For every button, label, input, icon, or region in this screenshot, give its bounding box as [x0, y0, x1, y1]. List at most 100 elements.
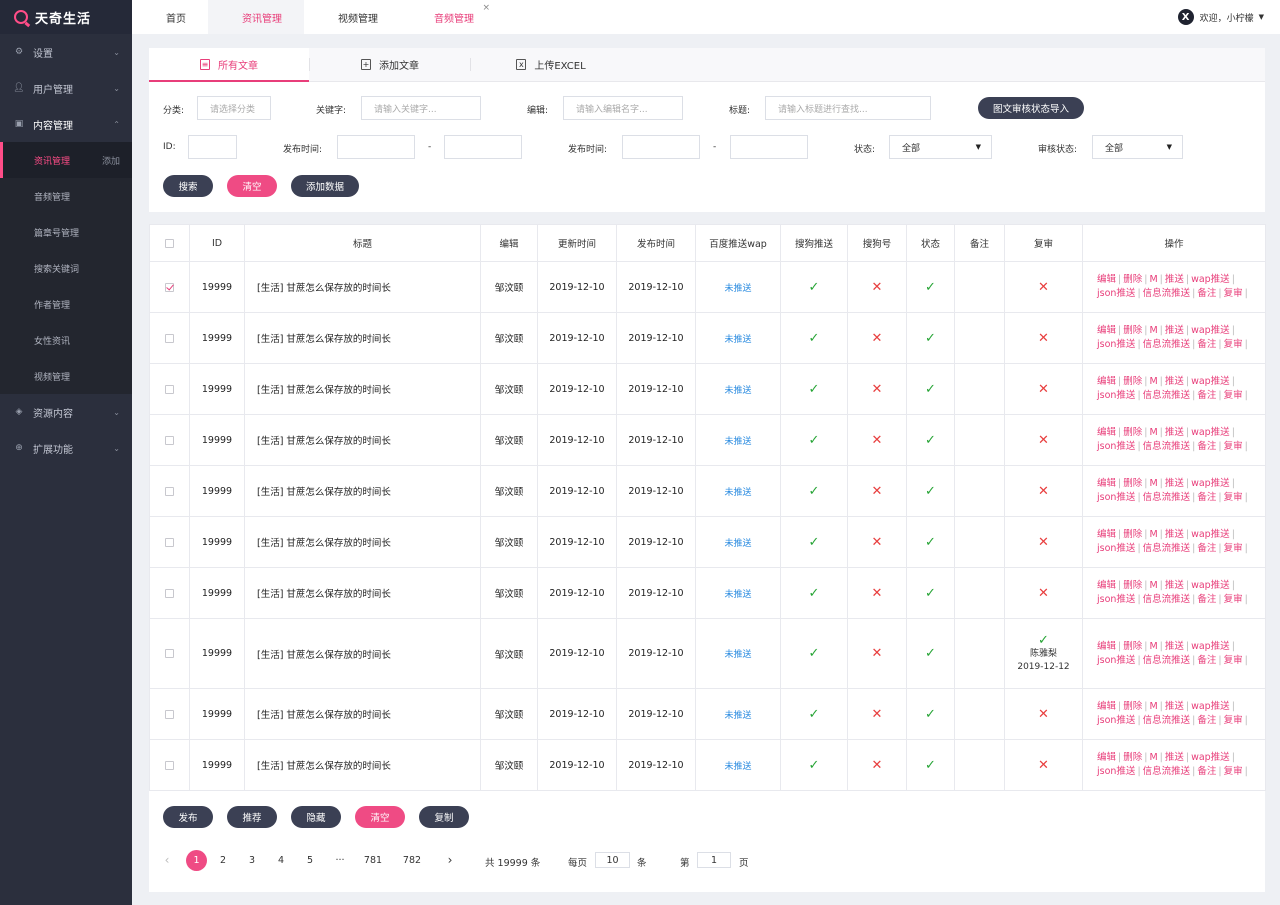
row-select-cell[interactable]: [149, 516, 190, 568]
row-select-cell[interactable]: [149, 363, 190, 415]
category-select[interactable]: 请选择分类: [197, 96, 271, 120]
baidu-push-status[interactable]: 未推送: [724, 710, 752, 721]
row-action-link[interactable]: 备注: [1197, 654, 1217, 666]
row-select-cell[interactable]: [149, 688, 190, 740]
baidu-push-status[interactable]: 未推送: [724, 761, 752, 772]
row-action-link[interactable]: json推送: [1097, 441, 1136, 452]
row-action-link[interactable]: 删除: [1123, 752, 1143, 763]
row-action-link[interactable]: M: [1149, 427, 1158, 438]
cell-title[interactable]: [生活] 甘蔗怎么保存放的时间长: [244, 312, 481, 364]
row-action-link[interactable]: M: [1149, 752, 1158, 763]
row-action-link[interactable]: 信息流推送: [1142, 390, 1191, 401]
table-row[interactable]: 19999 [生活] 甘蔗怎么保存放的时间长 邹汶颐 2019-12-10 2019-1…: [149, 414, 1266, 466]
row-action-link[interactable]: 编辑: [1097, 325, 1117, 336]
row-checkbox[interactable]: [165, 709, 174, 719]
row-action-link[interactable]: wap推送: [1191, 529, 1230, 540]
row-action-link[interactable]: 删除: [1123, 478, 1143, 489]
page-ellipsis[interactable]: ···: [335, 854, 345, 866]
row-action-link[interactable]: json推送: [1097, 543, 1136, 554]
select-all-checkbox[interactable]: [165, 238, 174, 248]
row-action-link[interactable]: 编辑: [1097, 640, 1117, 652]
baidu-push-status[interactable]: 未推送: [724, 538, 752, 549]
row-action-link[interactable]: 复审: [1223, 390, 1243, 401]
copy-button[interactable]: 复制: [419, 806, 469, 828]
title-input[interactable]: 请输入标题进行查找...: [765, 96, 931, 120]
baidu-push-status[interactable]: 未推送: [724, 487, 752, 498]
row-action-link[interactable]: 复审: [1223, 766, 1243, 777]
tab-home[interactable]: 首页: [132, 0, 208, 34]
row-action-link[interactable]: 删除: [1123, 529, 1143, 540]
table-row[interactable]: 19999 [生活] 甘蔗怎么保存放的时间长 邹汶颐 2019-12-10 2019-1…: [149, 363, 1266, 415]
table-row[interactable]: 19999 [生活] 甘蔗怎么保存放的时间长 邹汶颐 2019-12-10 2019-1…: [149, 465, 1266, 517]
row-action-link[interactable]: 删除: [1123, 325, 1143, 336]
row-action-link[interactable]: 编辑: [1097, 478, 1117, 489]
row-action-link[interactable]: json推送: [1097, 492, 1136, 503]
page-button[interactable]: 781: [363, 854, 383, 866]
publish-start-input-2[interactable]: [622, 135, 700, 159]
row-action-link[interactable]: 备注: [1197, 390, 1217, 401]
table-row[interactable]: 19999 [生活] 甘蔗怎么保存放的时间长 邹汶颐 2019-12-10 2019-1…: [149, 618, 1266, 689]
row-action-link[interactable]: 备注: [1197, 594, 1217, 605]
row-select-cell[interactable]: [149, 261, 190, 313]
sidebar-item-add-link[interactable]: 添加: [101, 156, 120, 167]
sidebar-group-content[interactable]: ▣ 内容管理 ⌃: [0, 106, 132, 142]
row-checkbox[interactable]: [165, 282, 174, 292]
row-action-link[interactable]: 复审: [1223, 654, 1243, 666]
clear-button[interactable]: 清空: [227, 175, 277, 197]
close-icon[interactable]: ×: [482, 3, 490, 13]
page-button[interactable]: 5: [306, 854, 314, 866]
row-action-link[interactable]: 推送: [1164, 701, 1184, 712]
row-action-link[interactable]: M: [1149, 376, 1158, 387]
row-action-link[interactable]: 推送: [1164, 376, 1184, 387]
baidu-push-status[interactable]: 未推送: [724, 589, 752, 600]
row-action-link[interactable]: 备注: [1197, 441, 1217, 452]
table-row[interactable]: 19999 [生活] 甘蔗怎么保存放的时间长 邹汶颐 2019-12-10 2019-1…: [149, 567, 1266, 619]
row-action-link[interactable]: 编辑: [1097, 427, 1117, 438]
table-row[interactable]: 19999 [生活] 甘蔗怎么保存放的时间长 邹汶颐 2019-12-10 2019-1…: [149, 261, 1266, 313]
row-action-link[interactable]: 备注: [1197, 492, 1217, 503]
page-button[interactable]: 3: [248, 854, 256, 866]
tab-news-management[interactable]: 资讯管理: [208, 0, 304, 34]
row-select-cell[interactable]: [149, 618, 190, 689]
publish-start-input[interactable]: [337, 135, 415, 159]
row-checkbox[interactable]: [165, 537, 174, 547]
recommend-button[interactable]: 推荐: [227, 806, 277, 828]
search-button[interactable]: 搜索: [163, 175, 213, 197]
baidu-push-status[interactable]: 未推送: [724, 334, 752, 345]
page-button[interactable]: 1: [186, 850, 207, 871]
row-action-link[interactable]: json推送: [1097, 594, 1136, 605]
row-action-link[interactable]: 信息流推送: [1142, 543, 1191, 554]
row-checkbox[interactable]: [165, 588, 174, 598]
cell-title[interactable]: [生活] 甘蔗怎么保存放的时间长: [244, 739, 481, 791]
row-action-link[interactable]: 推送: [1164, 325, 1184, 336]
publish-button[interactable]: 发布: [163, 806, 213, 828]
row-action-link[interactable]: M: [1149, 701, 1158, 712]
row-action-link[interactable]: M: [1149, 478, 1158, 489]
id-input[interactable]: [188, 135, 237, 159]
row-action-link[interactable]: 编辑: [1097, 701, 1117, 712]
row-action-link[interactable]: 信息流推送: [1142, 492, 1191, 503]
row-action-link[interactable]: 信息流推送: [1142, 339, 1191, 350]
row-checkbox[interactable]: [165, 435, 174, 445]
subtab-all-articles[interactable]: ≡ 所有文章: [149, 48, 309, 82]
row-action-link[interactable]: wap推送: [1191, 752, 1230, 763]
row-action-link[interactable]: 编辑: [1097, 580, 1117, 591]
row-checkbox[interactable]: [165, 486, 174, 496]
sidebar-group-extensions[interactable]: ⊕ 扩展功能 ⌄: [0, 430, 132, 466]
row-action-link[interactable]: wap推送: [1191, 427, 1230, 438]
row-action-link[interactable]: 推送: [1164, 752, 1184, 763]
row-action-link[interactable]: 复审: [1223, 594, 1243, 605]
row-action-link[interactable]: 信息流推送: [1142, 288, 1191, 299]
row-action-link[interactable]: 复审: [1223, 339, 1243, 350]
subtab-upload-excel[interactable]: x 上传EXCEL: [471, 48, 631, 81]
sidebar-item-keywords[interactable]: 搜索关键词: [0, 250, 132, 286]
row-action-link[interactable]: M: [1149, 274, 1158, 285]
keyword-input[interactable]: 请输入关键字...: [361, 96, 481, 120]
status-select[interactable]: 全部 ▼: [889, 135, 992, 159]
row-action-link[interactable]: 复审: [1223, 492, 1243, 503]
goto-page-input[interactable]: 1: [697, 852, 731, 868]
baidu-push-status[interactable]: 未推送: [724, 385, 752, 396]
cell-title[interactable]: [生活] 甘蔗怎么保存放的时间长: [244, 414, 481, 466]
cell-title[interactable]: [生活] 甘蔗怎么保存放的时间长: [244, 516, 481, 568]
add-data-button[interactable]: 添加数据: [291, 175, 359, 197]
